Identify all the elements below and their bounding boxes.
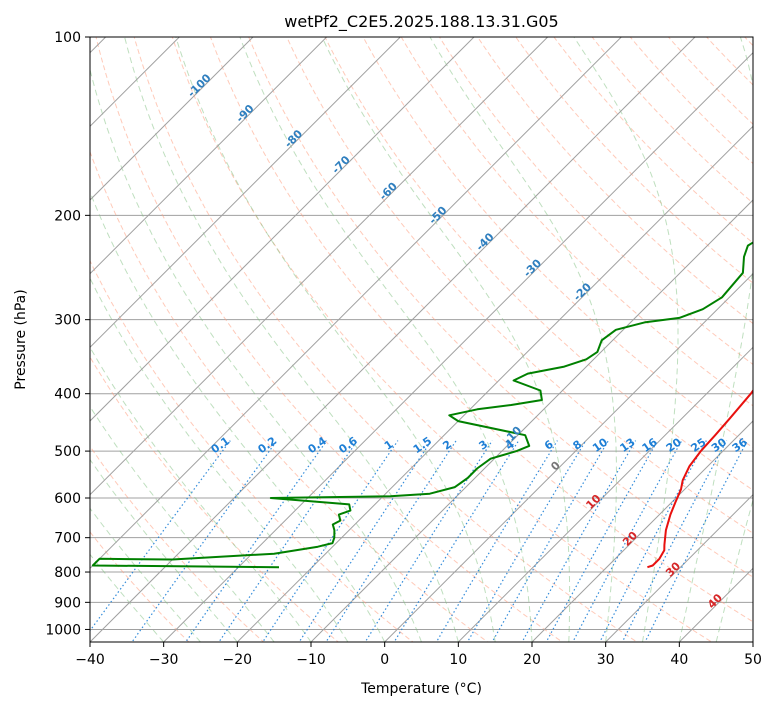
mixing-ratio-line [325,440,457,642]
moist-adiabat-line [321,37,571,642]
y-tick-label: 900 [54,595,81,611]
x-tick-label: 20 [523,652,541,668]
mixing-ratio-line [644,440,748,642]
y-tick-label: 800 [54,565,81,581]
y-tick-label: 100 [54,30,81,46]
isotherm-line [90,37,328,275]
dry-adiabat-line [90,531,190,642]
x-tick-label: −30 [149,652,179,668]
y-tick-label: 600 [54,491,81,507]
mixing-ratio-line [131,440,278,642]
x-tick-label: −40 [75,652,105,668]
dry-adiabat-line [90,259,414,642]
dry-adiabat-line [171,37,713,642]
y-axis-label: Pressure (hPa) [13,289,29,389]
x-axis-label: Temperature (°C) [360,681,482,697]
mixing-ratio-line [491,440,609,642]
isotherm-line [90,37,402,349]
dry-adiabat-line [90,150,489,642]
moist-adiabat-line [90,346,312,642]
isotherm-line [531,420,753,642]
isotherm-line [90,37,254,201]
isotherm-line [236,125,753,642]
mixing-ratio-line [545,440,659,642]
dry-adiabat-line [477,37,753,325]
mixing-ratio-line [262,440,399,642]
dry-adiabat-line [248,37,753,578]
mixing-ratio-line [599,440,707,642]
x-tick-label: 30 [597,652,615,668]
moist-adiabat-line [124,37,459,642]
moist-adiabat-line [429,37,617,642]
moist-adiabat-line [573,37,679,642]
mixing-ratio-line [572,440,683,642]
isotherm-line [457,346,753,642]
dry-adiabat-line [629,37,753,165]
x-tick-label: 10 [449,652,467,668]
isotherm-line [310,199,753,642]
moist-adiabat-line [90,190,386,642]
y-tick-label: 400 [54,387,81,403]
x-tick-label: 0 [380,652,389,668]
dry-adiabat-line [553,37,753,244]
moist-adiabat-line [175,37,496,642]
moist-adiabat-line [90,277,349,642]
moist-adiabat-line [90,67,422,642]
dry-adiabat-line [286,37,753,534]
isotherm-line [383,272,753,642]
dry-adiabat-line [362,37,753,449]
moist-adiabat-line [239,37,533,642]
mixing-ratio-line [364,440,493,642]
moist-adiabat-line [715,498,753,642]
plot-frame [89,36,754,643]
dewpoint-profile-line [91,241,753,569]
isotherm-line [604,493,753,642]
y-tick-label: 700 [54,531,81,547]
isotherm-line [90,37,181,128]
isotherm-line [162,51,753,642]
isotherm-line [90,37,475,422]
dry-adiabat-line [324,37,753,491]
mixing-ratio-line [521,440,637,642]
dry-adiabat-line [400,37,753,407]
y-tick-label: 1000 [45,622,81,638]
isotherm-line [90,37,696,642]
y-tick-label: 200 [54,208,81,224]
mixing-ratio-line [466,440,587,642]
moist-adiabat-line [678,37,753,642]
mixing-ratio-line [298,440,432,642]
x-tick-label: −20 [223,652,253,668]
x-tick-label: −10 [296,652,326,668]
mixing-ratio-line [621,440,728,642]
chart-title: wetPf2_C2E5.2025.188.13.31.G05 [284,12,558,32]
dry-adiabat-line [133,37,638,642]
dry-adiabat-line [95,37,564,642]
isotherm-line [90,37,623,570]
axes: −40 −30 −20 −10 0 10 20 30 40 50 100 200 300 400 500 60… [45,30,762,668]
moist-adiabat-line [90,458,238,642]
x-tick-label: 40 [670,652,688,668]
y-tick-label: 300 [54,313,81,329]
mixing-ratio-line [435,440,558,642]
isotherm-line [90,37,549,496]
x-tick-label: 50 [744,652,762,668]
dry-adiabat-line [667,37,753,125]
temperature-profile-line [647,388,753,569]
y-tick-label: 500 [54,444,81,460]
plot-area [90,37,753,642]
